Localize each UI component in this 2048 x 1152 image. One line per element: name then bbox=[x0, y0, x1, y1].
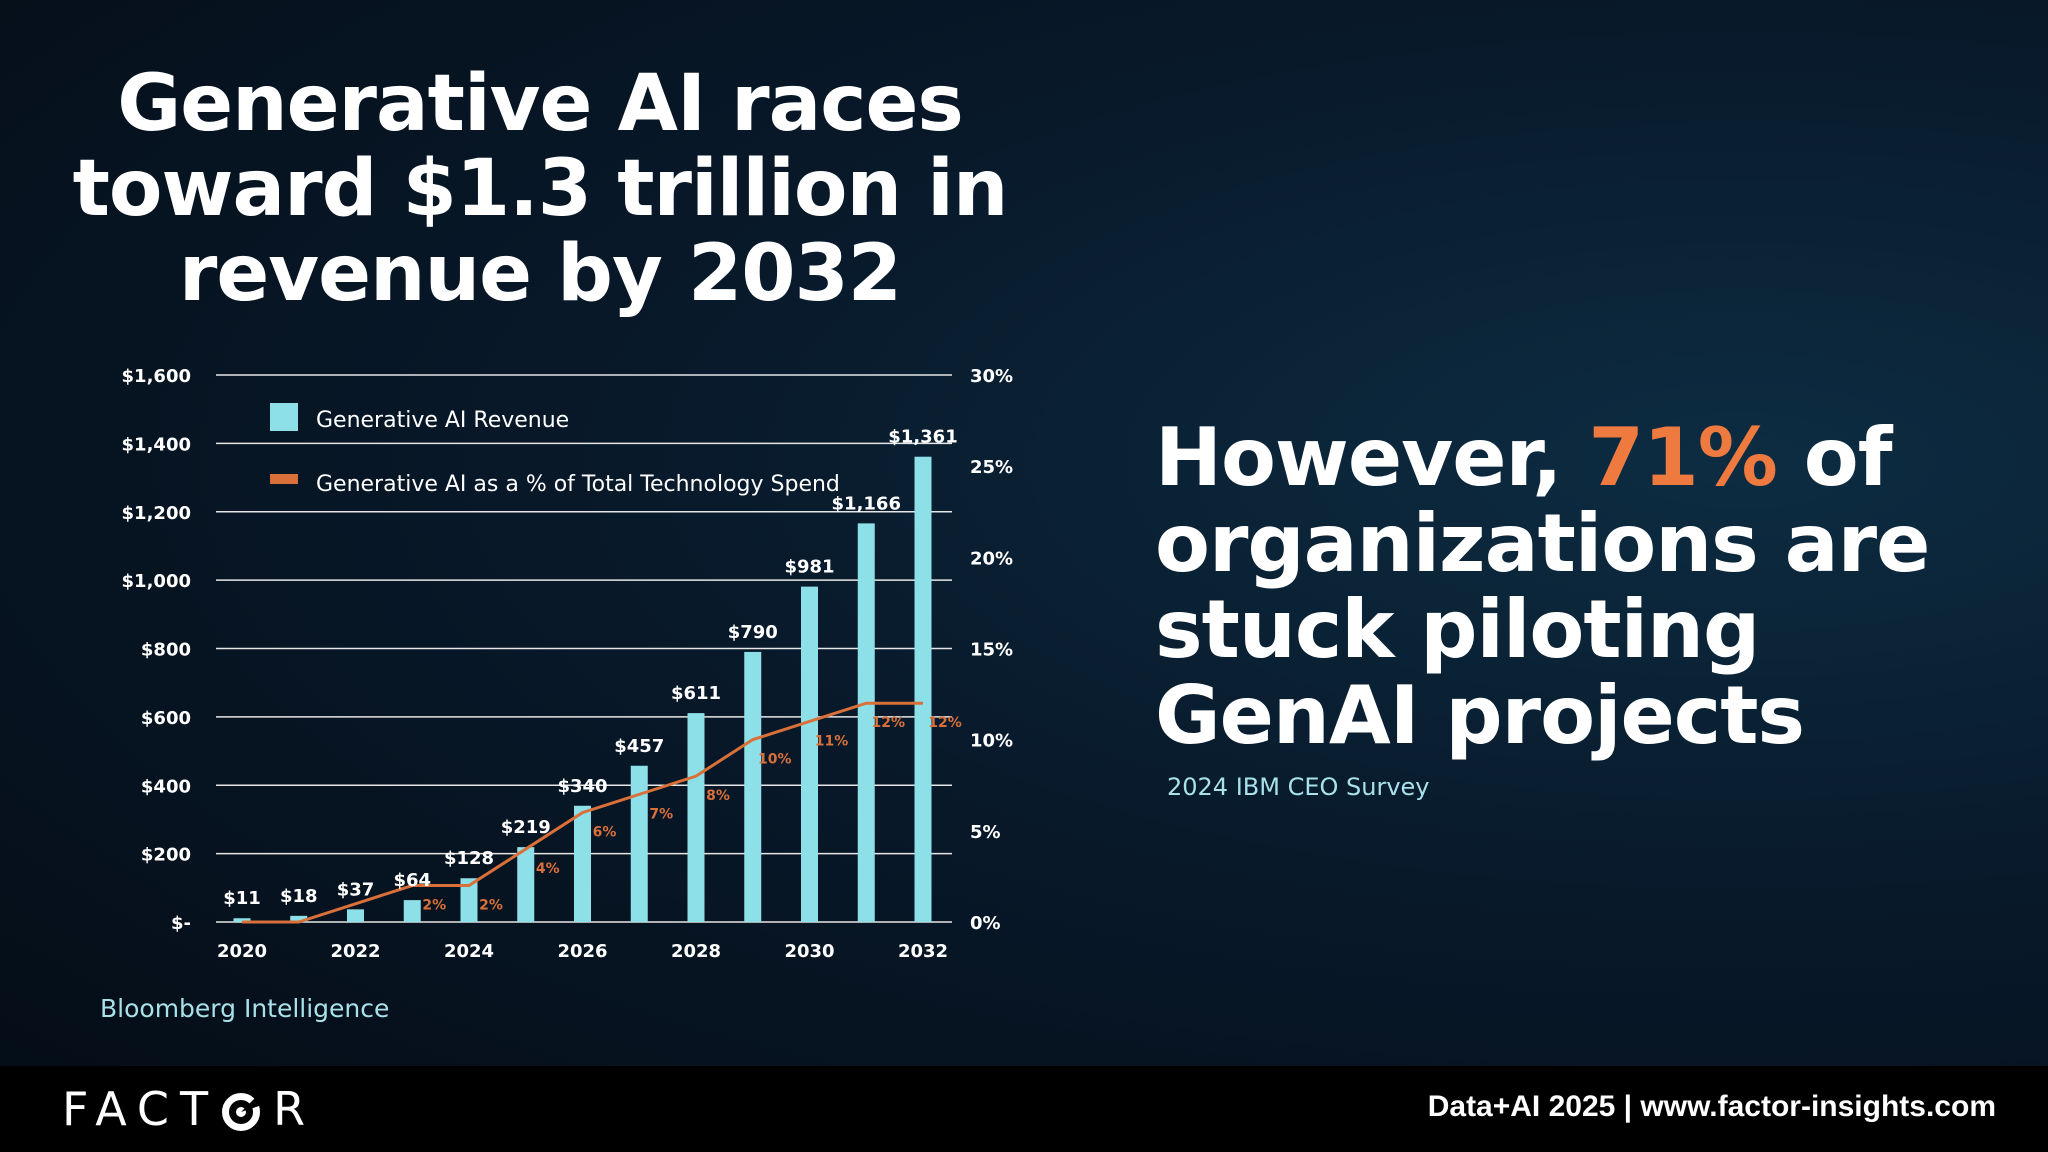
bar-value-label: $457 bbox=[614, 736, 664, 757]
x-tick-label: 2022 bbox=[330, 941, 380, 962]
y-left-tick-label: $800 bbox=[141, 640, 191, 661]
bar-value-label: $790 bbox=[728, 622, 778, 643]
pct-value-label: 4% bbox=[536, 861, 560, 877]
survey-source: 2024 IBM CEO Survey bbox=[1167, 773, 1430, 801]
bar-value-label: $11 bbox=[223, 888, 261, 909]
title-line-2: toward $1.3 trillion in bbox=[72, 144, 1009, 234]
factor-logo: FACT R bbox=[62, 1082, 317, 1136]
logo-text-right: R bbox=[273, 1082, 317, 1136]
title-line-1: Generative AI races bbox=[117, 59, 964, 149]
pct-value-label: 8% bbox=[706, 788, 730, 804]
y-left-tick-label: $1,400 bbox=[122, 434, 191, 455]
bar-revenue bbox=[801, 586, 818, 922]
bar-value-label: $128 bbox=[444, 848, 494, 869]
headline-line-3: stuck piloting bbox=[1155, 583, 1760, 676]
x-tick-label: 2028 bbox=[671, 941, 721, 962]
pct-value-label: 12% bbox=[928, 715, 962, 731]
y-right-tick-label: 25% bbox=[970, 457, 1013, 478]
headline-highlight: 71% bbox=[1588, 411, 1777, 504]
y-left-tick-label: $200 bbox=[141, 845, 191, 866]
bar-revenue bbox=[630, 765, 648, 922]
y-right-tick-label: 10% bbox=[970, 731, 1013, 752]
x-tick-label: 2030 bbox=[784, 941, 834, 962]
factor-o-icon bbox=[221, 1089, 261, 1131]
y-right-tick-label: 0% bbox=[970, 913, 1001, 934]
x-tick-label: 2026 bbox=[557, 941, 607, 962]
pct-value-label: 12% bbox=[871, 715, 905, 731]
legend-label-revenue: Generative AI Revenue bbox=[316, 408, 569, 433]
bar-value-label: $981 bbox=[784, 557, 834, 578]
headline-pre: However, bbox=[1155, 411, 1589, 504]
bar-value-label: $1,166 bbox=[832, 493, 901, 514]
bar-revenue bbox=[460, 878, 478, 922]
y-left-tick-label: $600 bbox=[141, 708, 191, 729]
bar-revenue bbox=[574, 805, 591, 922]
bar-value-label: $611 bbox=[671, 683, 721, 704]
chart-title: Generative AI races toward $1.3 trillion… bbox=[60, 62, 1020, 317]
logo-text-left: FACT bbox=[62, 1082, 220, 1136]
bar-revenue bbox=[290, 915, 308, 922]
x-tick-label: 2024 bbox=[444, 941, 494, 962]
bar-revenue bbox=[403, 900, 421, 922]
bar-revenue bbox=[914, 456, 932, 922]
bar-revenue bbox=[744, 651, 762, 922]
bar-value-label: $64 bbox=[393, 870, 431, 891]
pct-value-label: 2% bbox=[422, 898, 446, 914]
y-right-tick-label: 15% bbox=[970, 640, 1013, 661]
x-tick-label: 2020 bbox=[217, 941, 267, 962]
headline-line-4: GenAI projects bbox=[1155, 669, 1805, 762]
footer-event-url: Data+AI 2025 | www.factor-insights.com bbox=[1427, 1090, 1996, 1123]
bar-revenue bbox=[857, 523, 875, 922]
footer-bar: FACT R Data+AI 2025 | www.factor-insight… bbox=[0, 1066, 2048, 1152]
y-left-tick-label: $1,600 bbox=[122, 366, 191, 387]
y-right-tick-label: 30% bbox=[970, 366, 1013, 387]
bar-revenue bbox=[517, 847, 535, 922]
bar-revenue bbox=[233, 918, 251, 922]
bar-value-label: $37 bbox=[337, 879, 375, 900]
bar-value-label: $340 bbox=[557, 776, 607, 797]
y-right-tick-label: 20% bbox=[970, 548, 1013, 569]
headline-post: of bbox=[1776, 411, 1893, 504]
bar-revenue bbox=[347, 909, 364, 922]
bar-value-label: $219 bbox=[501, 817, 551, 838]
chart-source: Bloomberg Intelligence bbox=[100, 994, 390, 1023]
bar-value-label: $18 bbox=[280, 886, 318, 907]
y-right-tick-label: 5% bbox=[970, 822, 1001, 843]
headline: However, 71% of organizations are stuck … bbox=[1155, 415, 2015, 759]
pct-value-label: 11% bbox=[815, 733, 849, 749]
legend-swatch-revenue bbox=[270, 403, 298, 431]
revenue-chart: $- $200 $400 $600 $800 $1,000 $1,200 $1,400 $1,6… bbox=[122, 366, 1013, 962]
title-line-3: revenue by 2032 bbox=[178, 229, 902, 319]
pct-value-label: 7% bbox=[649, 806, 673, 822]
pct-value-label: 2% bbox=[479, 898, 503, 914]
line-pct-spend bbox=[242, 701, 923, 924]
y-left-tick-label: $400 bbox=[141, 776, 191, 797]
x-tick-label: 2032 bbox=[898, 941, 948, 962]
y-left-tick-label: $1,000 bbox=[122, 571, 191, 592]
y-left-tick-label: $1,200 bbox=[122, 503, 191, 524]
y-left-tick-label: $- bbox=[171, 913, 191, 934]
pct-value-label: 6% bbox=[593, 825, 617, 841]
bar-value-label: $1,361 bbox=[888, 427, 957, 448]
pct-value-label: 10% bbox=[758, 752, 792, 768]
bar-revenue bbox=[687, 713, 705, 922]
headline-line-2: organizations are bbox=[1155, 497, 1930, 590]
legend-label-pct: Generative AI as a % of Total Technology… bbox=[316, 472, 840, 497]
legend-swatch-pct bbox=[270, 474, 298, 484]
headline-block: However, 71% of organizations are stuck … bbox=[1155, 415, 2015, 802]
